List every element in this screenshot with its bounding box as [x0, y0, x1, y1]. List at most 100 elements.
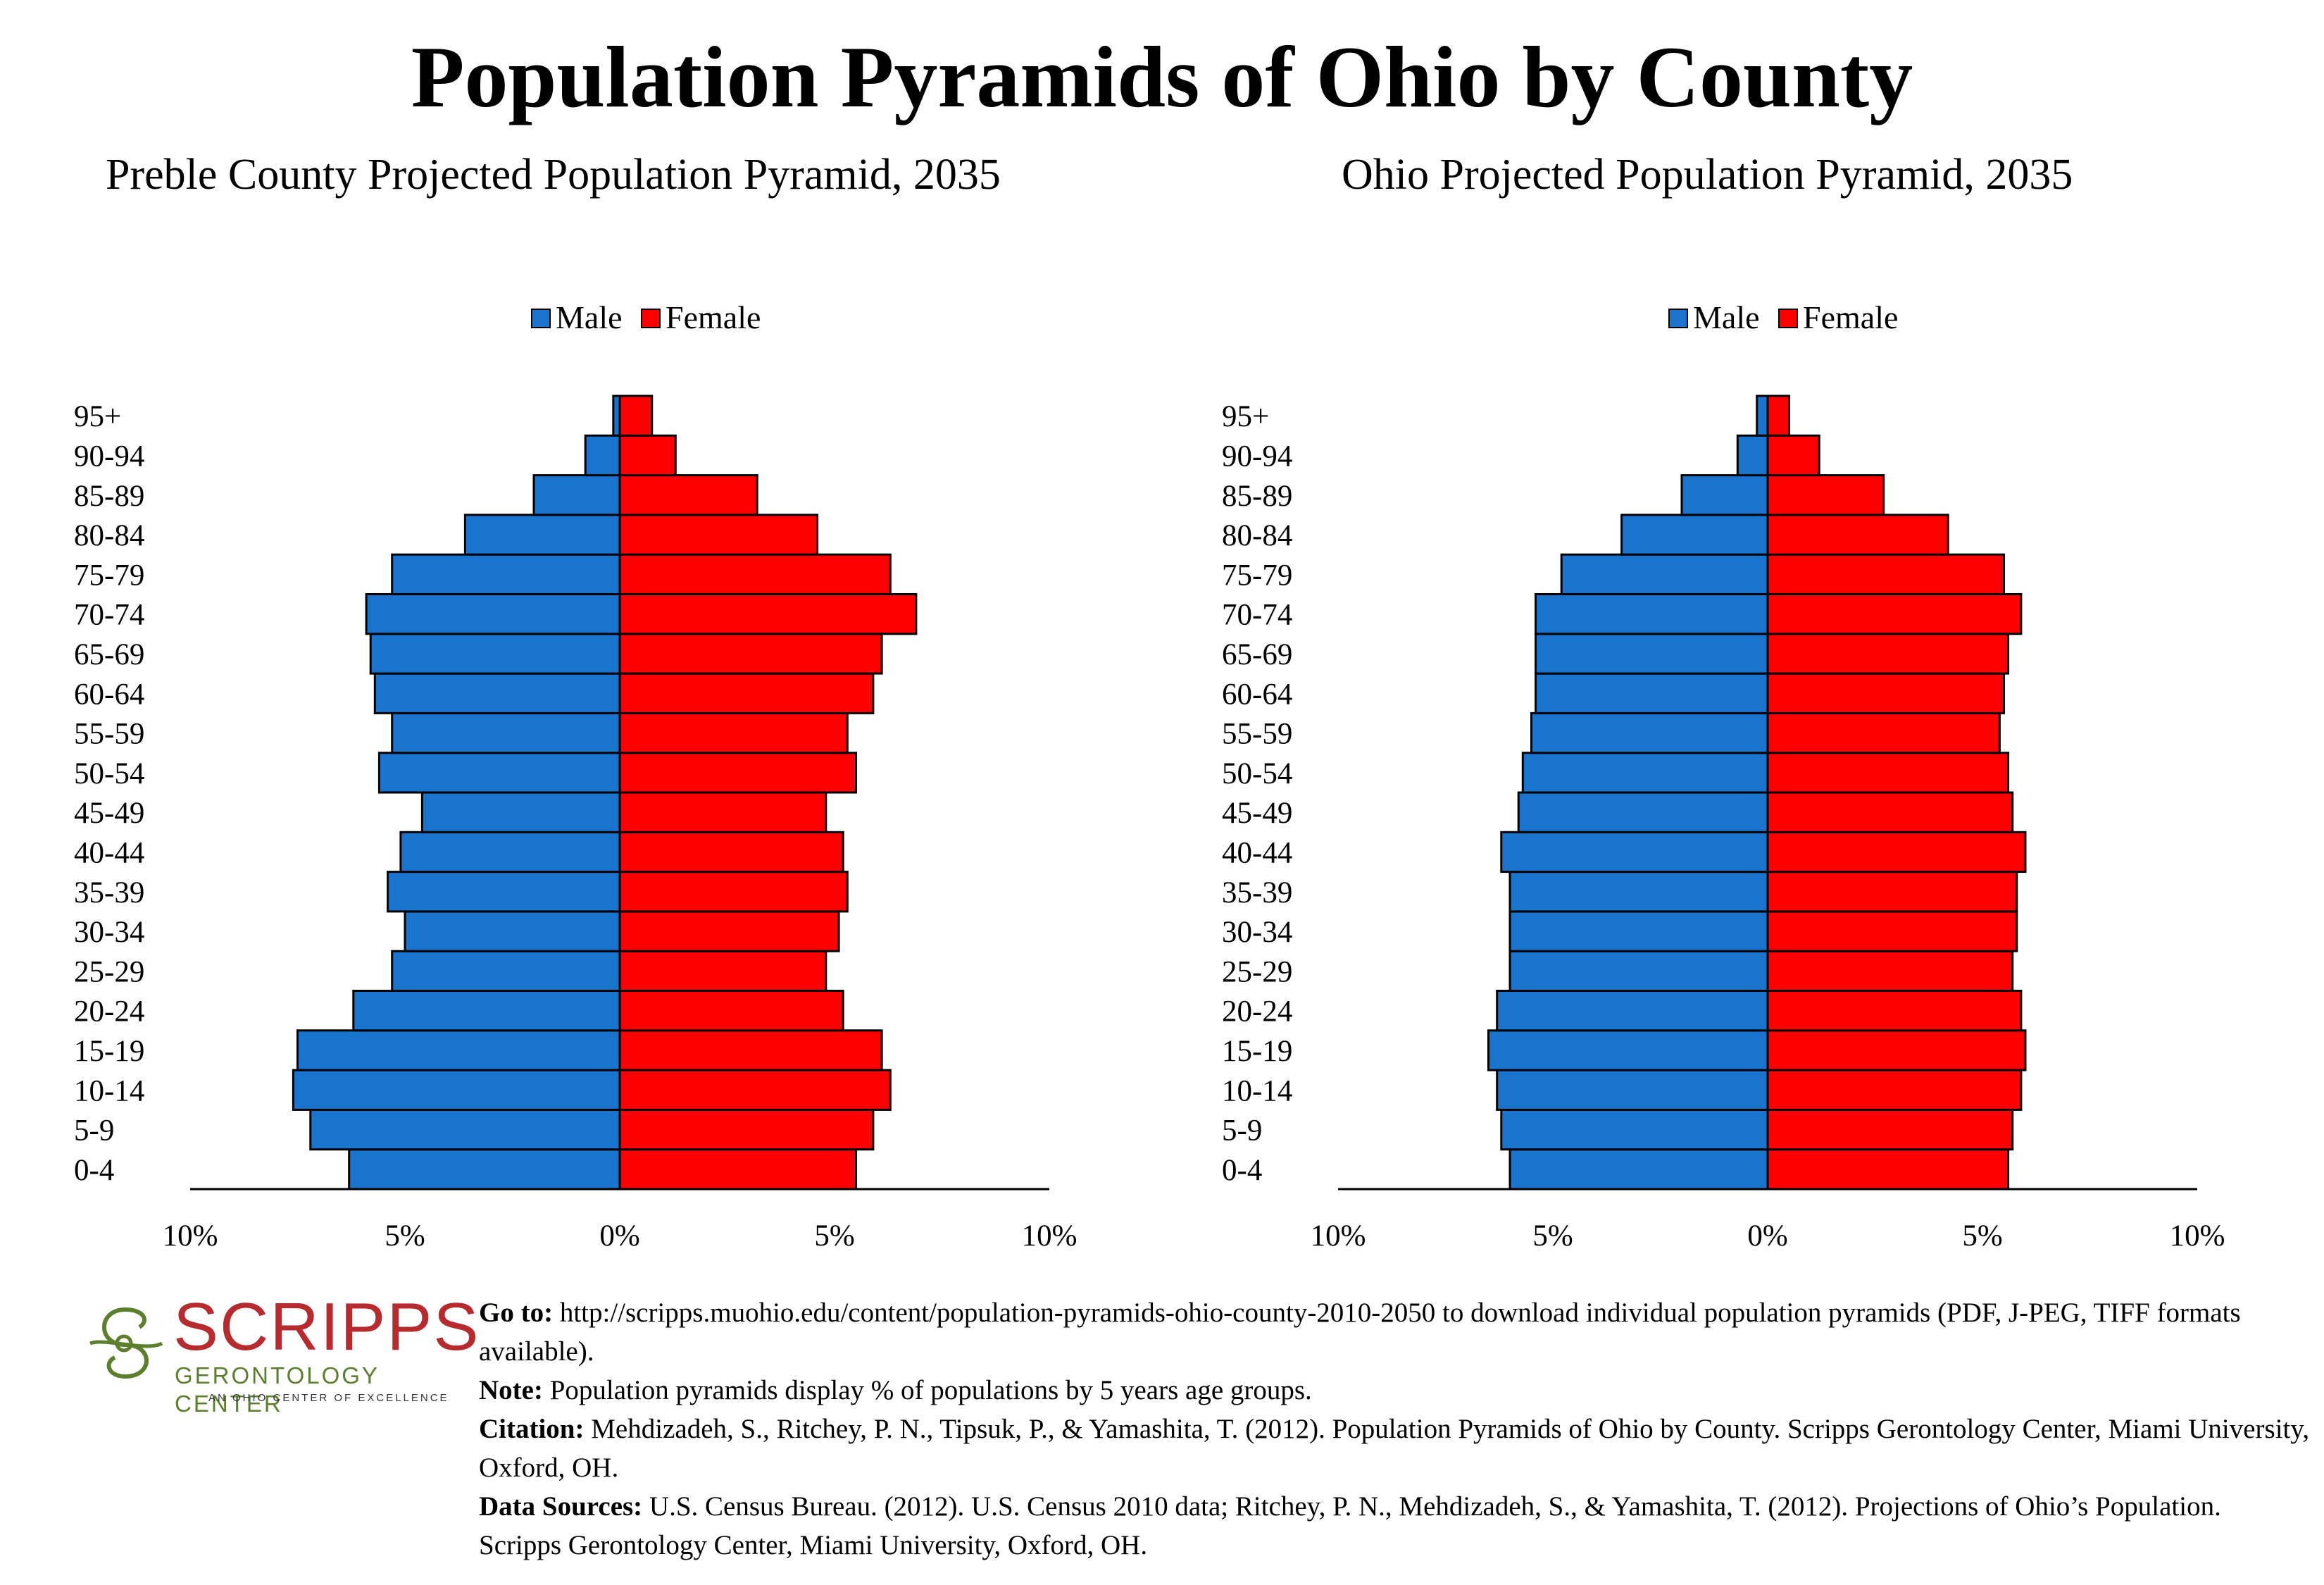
legend-label-female: Female: [666, 299, 761, 335]
bar-male-40-44: [1500, 831, 1769, 874]
bar-female-20-24: [1766, 990, 2023, 1032]
y-tick-label-95: 95+: [74, 400, 121, 433]
logo-wordmark: SCRIPPS: [173, 1289, 480, 1365]
y-tick-label-0-4: 0-4: [1222, 1154, 1262, 1187]
footnote-goto: Go to: http://scripps.muohio.edu/content…: [479, 1293, 2310, 1371]
y-tick-label-5-9: 5-9: [74, 1114, 114, 1148]
legend-label-female: Female: [1803, 299, 1898, 335]
bar-female-85-89: [1766, 474, 1885, 516]
bar-male-65-69: [369, 633, 621, 675]
y-tick-label-20-24: 20-24: [74, 995, 144, 1028]
footnotes: Go to: http://scripps.muohio.edu/content…: [479, 1293, 2310, 1565]
legend-label-male: Male: [556, 299, 623, 335]
bar-female-65-69: [1766, 633, 2010, 675]
logo-subtitle: GERONTOLOGY CENTER: [175, 1362, 380, 1417]
y-tick-label-40-44: 40-44: [1222, 836, 1292, 869]
y-tick-label-80-84: 80-84: [74, 519, 144, 552]
y-tick-label-50-54: 50-54: [74, 757, 144, 790]
bar-male-90-94: [584, 434, 621, 477]
bar-male-85-89: [1680, 474, 1769, 516]
y-tick-label-90-94: 90-94: [1222, 440, 1292, 473]
y-tick-label-65-69: 65-69: [1222, 638, 1292, 671]
bar-male-10-14: [292, 1069, 621, 1111]
footnote-note: Note: Population pyramids display % of p…: [479, 1371, 2310, 1410]
y-tick-label-90-94: 90-94: [74, 440, 144, 473]
footnote-goto-label: Go to:: [479, 1298, 554, 1328]
y-tick-label-85-89: 85-89: [74, 480, 144, 513]
legend-label-male: Male: [1693, 299, 1760, 335]
bar-female-60-64: [1766, 672, 2005, 714]
bar-male-65-69: [1535, 633, 1769, 675]
y-tick-label-20-24: 20-24: [1222, 995, 1292, 1028]
y-tick-label-80-84: 80-84: [1222, 519, 1292, 552]
footnote-note-text: Population pyramids display % of populat…: [542, 1375, 1312, 1405]
bar-female-85-89: [618, 474, 758, 516]
y-tick-label-45-49: 45-49: [1222, 797, 1292, 830]
bar-female-25-29: [618, 950, 827, 992]
page-title: Population Pyramids of Ohio by County: [411, 29, 1913, 125]
y-tick-label-70-74: 70-74: [74, 599, 144, 632]
bar-male-95: [1756, 394, 1769, 437]
bar-female-45-49: [618, 791, 827, 833]
bar-female-60-64: [618, 672, 875, 714]
bar-female-75-79: [618, 553, 892, 596]
bar-male-50-54: [377, 752, 621, 794]
bar-male-20-24: [352, 990, 621, 1032]
bar-male-45-49: [1517, 791, 1769, 833]
x-tick-label: 0%: [599, 1219, 639, 1253]
bar-male-5-9: [309, 1108, 621, 1151]
bar-female-15-19: [1766, 1029, 2027, 1071]
legend-swatch-female: [641, 309, 661, 328]
bar-female-95: [1766, 394, 1790, 437]
bar-female-35-39: [618, 871, 849, 913]
bar-male-0-4: [1508, 1148, 1769, 1191]
y-tick-label-55-59: 55-59: [1222, 718, 1292, 751]
bar-female-5-9: [618, 1108, 875, 1151]
bar-female-95: [618, 394, 654, 437]
x-tick-label: 10%: [1311, 1219, 1366, 1253]
bar-male-30-34: [404, 910, 621, 952]
bar-female-65-69: [618, 633, 883, 675]
bar-female-40-44: [1766, 831, 2027, 874]
bar-male-85-89: [532, 474, 621, 516]
x-tick-label: 5%: [1532, 1219, 1573, 1253]
y-tick-label-25-29: 25-29: [74, 955, 144, 988]
legend-item-male: Male: [1668, 299, 1760, 335]
footnote-note-label: Note:: [479, 1375, 543, 1405]
bar-male-45-49: [420, 791, 621, 833]
footnote-sources-label: Data Sources:: [479, 1491, 643, 1522]
bar-male-10-14: [1496, 1069, 1769, 1111]
footnote-goto-text: http://scripps.muohio.edu/content/popula…: [479, 1298, 2241, 1367]
bar-female-55-59: [618, 711, 849, 754]
y-tick-label-45-49: 45-49: [74, 797, 144, 830]
bar-female-5-9: [1766, 1108, 2014, 1151]
bar-male-60-64: [373, 672, 621, 714]
legend-item-female: Female: [1778, 299, 1898, 335]
bar-female-90-94: [618, 434, 677, 477]
bar-female-80-84: [1766, 514, 1949, 556]
x-tick-label: 5%: [814, 1219, 854, 1253]
bar-male-55-59: [391, 711, 621, 754]
y-tick-label-40-44: 40-44: [74, 836, 144, 869]
bar-female-55-59: [1766, 711, 2001, 754]
chart-title: Preble County Projected Population Pyram…: [106, 151, 1001, 199]
bar-male-75-79: [1560, 553, 1769, 596]
y-tick-label-55-59: 55-59: [74, 718, 144, 751]
bar-male-15-19: [296, 1029, 621, 1071]
footnote-citation-label: Citation:: [479, 1414, 585, 1444]
y-tick-label-25-29: 25-29: [1222, 955, 1292, 988]
pyramid-chart-preble: Preble County Projected Population Pyram…: [74, 151, 1077, 1253]
logo-tagline: AN OHIO CENTER OF EXCELLENCE: [208, 1392, 449, 1404]
bar-male-50-54: [1521, 752, 1769, 794]
bar-female-90-94: [1766, 434, 1820, 477]
bar-female-80-84: [618, 514, 819, 556]
y-tick-label-65-69: 65-69: [74, 638, 144, 671]
bar-male-80-84: [1620, 514, 1769, 556]
bar-male-60-64: [1535, 672, 1769, 714]
bar-male-75-79: [391, 553, 621, 596]
bar-male-5-9: [1500, 1108, 1769, 1151]
y-tick-label-75-79: 75-79: [74, 559, 144, 592]
scripps-logo: SCRIPPS GERONTOLOGY CENTER AN OHIO CENTE…: [83, 1289, 478, 1417]
legend-swatch-female: [1778, 309, 1798, 328]
y-tick-label-30-34: 30-34: [74, 916, 144, 949]
